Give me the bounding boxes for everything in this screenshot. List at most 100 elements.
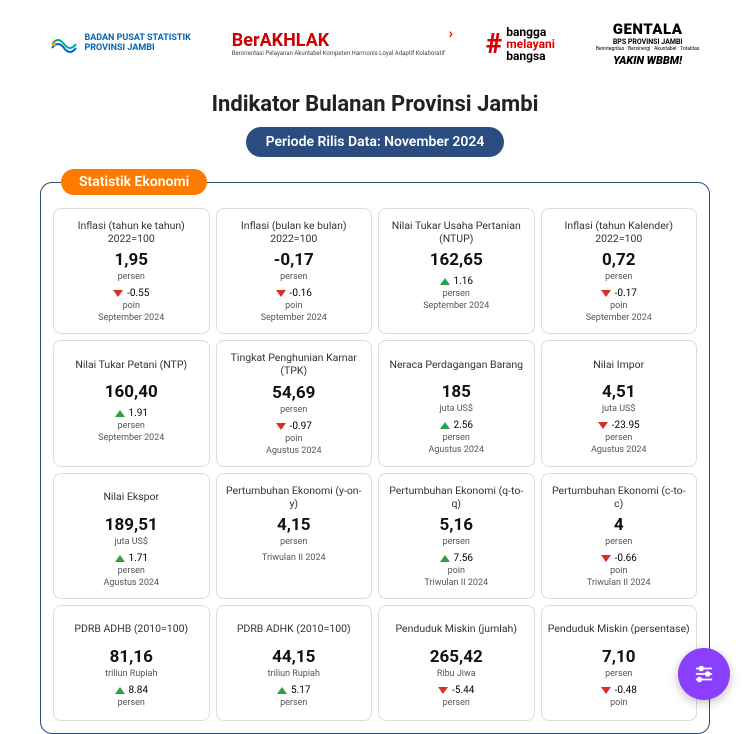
stat-card[interactable]: Penduduk Miskin (jumlah) 265,42 Ribu Jiw…: [378, 605, 535, 721]
trend-up-icon: [115, 555, 125, 562]
filter-button[interactable]: [678, 648, 730, 700]
card-period: Triwulan II 2024: [548, 578, 691, 588]
stat-card[interactable]: Nilai Tukar Petani (NTP) 160,40 1.91 per…: [53, 340, 210, 466]
card-delta-unit: persen: [60, 566, 203, 576]
card-title: Pertumbuhan Ekonomi (y-on-y): [223, 484, 366, 510]
card-unit: triliun Rupiah: [223, 669, 366, 679]
card-delta: -5.44: [385, 685, 528, 696]
trend-down-icon: [438, 687, 448, 694]
trend-down-icon: [276, 290, 286, 297]
card-title: Inflasi (bulan ke bulan) 2022=100: [223, 219, 366, 245]
trend-down-icon: [601, 290, 611, 297]
card-title: Tingkat Penghunian Kamar (TPK): [223, 351, 366, 377]
card-unit: persen: [548, 669, 691, 679]
stat-card[interactable]: Inflasi (bulan ke bulan) 2022=100 -0,17 …: [216, 208, 373, 334]
card-delta-value: -0.17: [615, 288, 637, 299]
stats-panel: Statistik Ekonomi Inflasi (tahun ke tahu…: [40, 182, 710, 734]
card-value: 44,15: [223, 647, 366, 667]
card-delta: -0.17: [548, 288, 691, 299]
stat-card[interactable]: Nilai Ekspor 189,51 juta US$ 1.71 persen…: [53, 473, 210, 599]
stat-card[interactable]: Inflasi (tahun Kalender) 2022=100 0,72 p…: [541, 208, 698, 334]
card-period: Agustus 2024: [548, 445, 691, 455]
card-value: 7,10: [548, 647, 691, 667]
card-value: 54,69: [223, 383, 366, 403]
card-delta: 5.17: [223, 685, 366, 696]
card-period: September 2024: [60, 313, 203, 323]
card-delta-unit: persen: [385, 698, 528, 708]
card-delta-unit: poin: [223, 434, 366, 444]
card-delta: -23.95: [548, 420, 691, 431]
cards-grid: Inflasi (tahun ke tahun) 2022=100 1,95 p…: [53, 208, 697, 721]
gentala-line1: GENTALA: [596, 20, 700, 38]
card-unit: persen: [548, 272, 691, 282]
card-period: Agustus 2024: [223, 446, 366, 456]
card-delta-value: 8.84: [129, 685, 149, 696]
stat-card[interactable]: Pertumbuhan Ekonomi (q-to-q) 5,16 persen…: [378, 473, 535, 599]
card-title: Pertumbuhan Ekonomi (c-to-c): [548, 484, 691, 510]
card-value: 160,40: [60, 382, 203, 402]
card-delta: -0.66: [548, 553, 691, 564]
card-unit: persen: [385, 537, 528, 547]
card-value: 4: [548, 515, 691, 535]
card-delta: 1.91: [60, 408, 203, 419]
stat-card[interactable]: Inflasi (tahun ke tahun) 2022=100 1,95 p…: [53, 208, 210, 334]
card-title: Nilai Tukar Usaha Pertanian (NTUP): [385, 219, 528, 245]
stat-card[interactable]: Tingkat Penghunian Kamar (TPK) 54,69 per…: [216, 340, 373, 466]
card-value: 81,16: [60, 647, 203, 667]
stat-card[interactable]: PDRB ADHK (2010=100) 44,15 triliun Rupia…: [216, 605, 373, 721]
stat-card[interactable]: Nilai Tukar Usaha Pertanian (NTUP) 162,6…: [378, 208, 535, 334]
sliders-icon: [693, 663, 715, 685]
chevron-icon: ›: [449, 26, 453, 42]
card-delta-value: 7.56: [454, 553, 474, 564]
trend-down-icon: [598, 422, 608, 429]
trend-up-icon: [115, 687, 125, 694]
card-delta-value: -0.48: [615, 685, 637, 696]
card-delta-unit: persen: [548, 433, 691, 443]
card-title: Pertumbuhan Ekonomi (q-to-q): [385, 484, 528, 510]
stat-card[interactable]: Pertumbuhan Ekonomi (y-on-y) 4,15 persen…: [216, 473, 373, 599]
card-unit: persen: [223, 537, 366, 547]
card-value: 0,72: [548, 250, 691, 270]
card-delta-unit: persen: [60, 698, 203, 708]
logo-berakhlak: BerAKHLAK › Berorientasi Pelayanan Akunt…: [232, 30, 445, 57]
card-unit: persen: [548, 537, 691, 547]
bangga-line2: melayani: [506, 38, 555, 50]
stat-card[interactable]: PDRB ADHB (2010=100) 81,16 triliun Rupia…: [53, 605, 210, 721]
card-delta-value: -0.66: [615, 553, 637, 564]
card-unit: Ribu Jiwa: [385, 669, 528, 679]
gentala-line2: BPS PROVINSI JAMBI: [596, 38, 700, 46]
card-title: Inflasi (tahun ke tahun) 2022=100: [60, 219, 203, 245]
trend-up-icon: [277, 687, 287, 694]
card-delta: 7.56: [385, 553, 528, 564]
card-unit: juta US$: [548, 404, 691, 414]
card-unit: persen: [223, 272, 366, 282]
card-delta-value: -0.55: [127, 288, 149, 299]
stat-card[interactable]: Nilai Impor 4,51 juta US$ -23.95 persen …: [541, 340, 698, 466]
card-delta: -0.97: [223, 421, 366, 432]
card-delta-unit: poin: [385, 566, 528, 576]
gentala-line4: YAKIN WBBM!: [596, 54, 700, 67]
logo-bar: BADAN PUSAT STATISTIK PROVINSI JAMBI Ber…: [0, 0, 750, 77]
trend-up-icon: [115, 410, 125, 417]
logo-bps: BADAN PUSAT STATISTIK PROVINSI JAMBI: [50, 34, 190, 54]
card-delta-value: 1.16: [454, 276, 474, 287]
card-delta-unit: persen: [223, 698, 366, 708]
header-block: Indikator Bulanan Provinsi Jambi Periode…: [0, 77, 750, 172]
card-delta: 8.84: [60, 685, 203, 696]
card-value: 189,51: [60, 515, 203, 535]
card-unit: persen: [60, 272, 203, 282]
card-title: Nilai Impor: [548, 351, 691, 377]
card-delta-value: -5.44: [452, 685, 474, 696]
trend-down-icon: [601, 687, 611, 694]
card-delta-unit: poin: [60, 301, 203, 311]
card-title: Nilai Ekspor: [60, 484, 203, 510]
stat-card[interactable]: Pertumbuhan Ekonomi (c-to-c) 4 persen -0…: [541, 473, 698, 599]
card-title: Penduduk Miskin (jumlah): [385, 616, 528, 642]
card-unit: juta US$: [385, 404, 528, 414]
card-period: September 2024: [223, 313, 366, 323]
card-period: Agustus 2024: [60, 578, 203, 588]
stat-card[interactable]: Neraca Perdagangan Barang 185 juta US$ 2…: [378, 340, 535, 466]
bps-icon: [50, 34, 78, 54]
stat-card[interactable]: Penduduk Miskin (persentase) 7,10 persen…: [541, 605, 698, 721]
card-period: Triwulan II 2024: [223, 553, 366, 563]
